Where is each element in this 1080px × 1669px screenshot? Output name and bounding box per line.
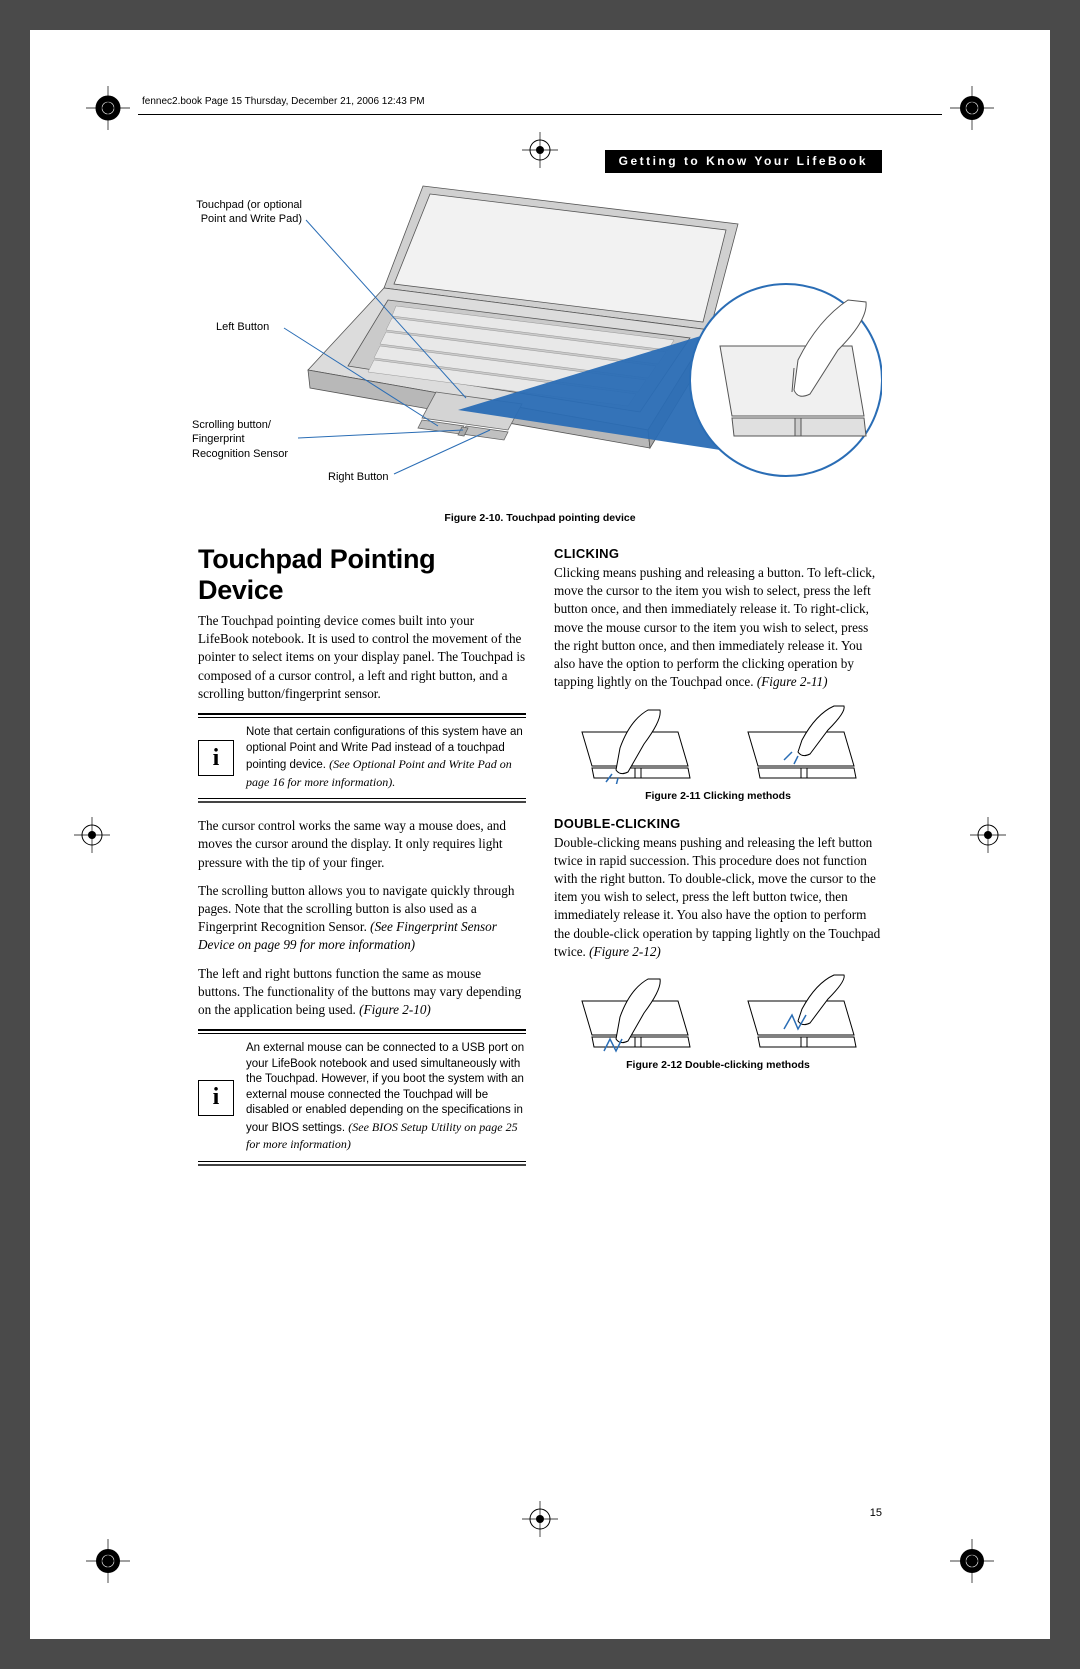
crop-mark-icon <box>950 86 994 130</box>
page-content: Getting to Know Your LifeBook <box>198 150 882 1519</box>
manual-page: fennec2.book Page 15 Thursday, December … <box>30 30 1050 1639</box>
clicking-tap-icon <box>736 704 866 784</box>
info-icon: i <box>198 1080 234 1116</box>
double-clicking-body: Double-clicking means pushing and releas… <box>554 834 882 962</box>
touchpad-diagram: Touchpad (or optional Point and Write Pa… <box>198 180 882 500</box>
clicking-heading: CLICKING <box>554 546 882 561</box>
figure-2-11-caption: Figure 2-11 Clicking methods <box>554 790 882 802</box>
registration-mark-icon <box>70 813 114 857</box>
diagram-label-scrolling: Scrolling button/ Fingerprint Recognitio… <box>192 418 288 461</box>
intro-paragraph: The Touchpad pointing device comes built… <box>198 612 526 703</box>
registration-mark-icon <box>966 813 1010 857</box>
doubleclick-tap-icon <box>736 973 866 1053</box>
crop-mark-icon <box>86 1539 130 1583</box>
two-column-layout: Touchpad Pointing Device The Touchpad po… <box>198 544 882 1180</box>
running-header: fennec2.book Page 15 Thursday, December … <box>142 96 425 107</box>
crop-mark-icon <box>86 86 130 130</box>
diagram-label-right-button: Right Button <box>328 470 389 484</box>
page-title: Touchpad Pointing Device <box>198 544 526 606</box>
crop-mark-icon <box>950 1539 994 1583</box>
clicking-button-icon <box>570 704 700 784</box>
doubleclick-button-icon <box>570 973 700 1053</box>
note-1-text: Note that certain configurations of this… <box>246 725 526 791</box>
figure-2-12-caption: Figure 2-12 Double-clicking methods <box>554 1059 882 1071</box>
paragraph-cursor: The cursor control works the same way a … <box>198 817 526 872</box>
note-box-1: i Note that certain configurations of th… <box>198 713 526 803</box>
info-icon: i <box>198 740 234 776</box>
double-clicking-heading: DOUBLE-CLICKING <box>554 816 882 831</box>
section-title-bar: Getting to Know Your LifeBook <box>605 150 882 173</box>
clicking-body: Clicking means pushing and releasing a b… <box>554 564 882 692</box>
paragraph-scrolling: The scrolling button allows you to navig… <box>198 882 526 955</box>
left-column: Touchpad Pointing Device The Touchpad po… <box>198 544 526 1180</box>
header-rule <box>138 114 942 115</box>
paragraph-buttons: The left and right buttons function the … <box>198 965 526 1020</box>
page-number: 15 <box>870 1507 882 1519</box>
diagram-label-left-button: Left Button <box>216 320 269 334</box>
diagram-label-touchpad: Touchpad (or optional Point and Write Pa… <box>192 198 302 227</box>
figure-2-11 <box>554 704 882 784</box>
note-box-2: i An external mouse can be connected to … <box>198 1029 526 1166</box>
right-column: CLICKING Clicking means pushing and rele… <box>554 544 882 1180</box>
figure-2-12 <box>554 973 882 1053</box>
note-2-text: An external mouse can be connected to a … <box>246 1041 526 1154</box>
figure-2-10-caption: Figure 2-10. Touchpad pointing device <box>198 512 882 524</box>
